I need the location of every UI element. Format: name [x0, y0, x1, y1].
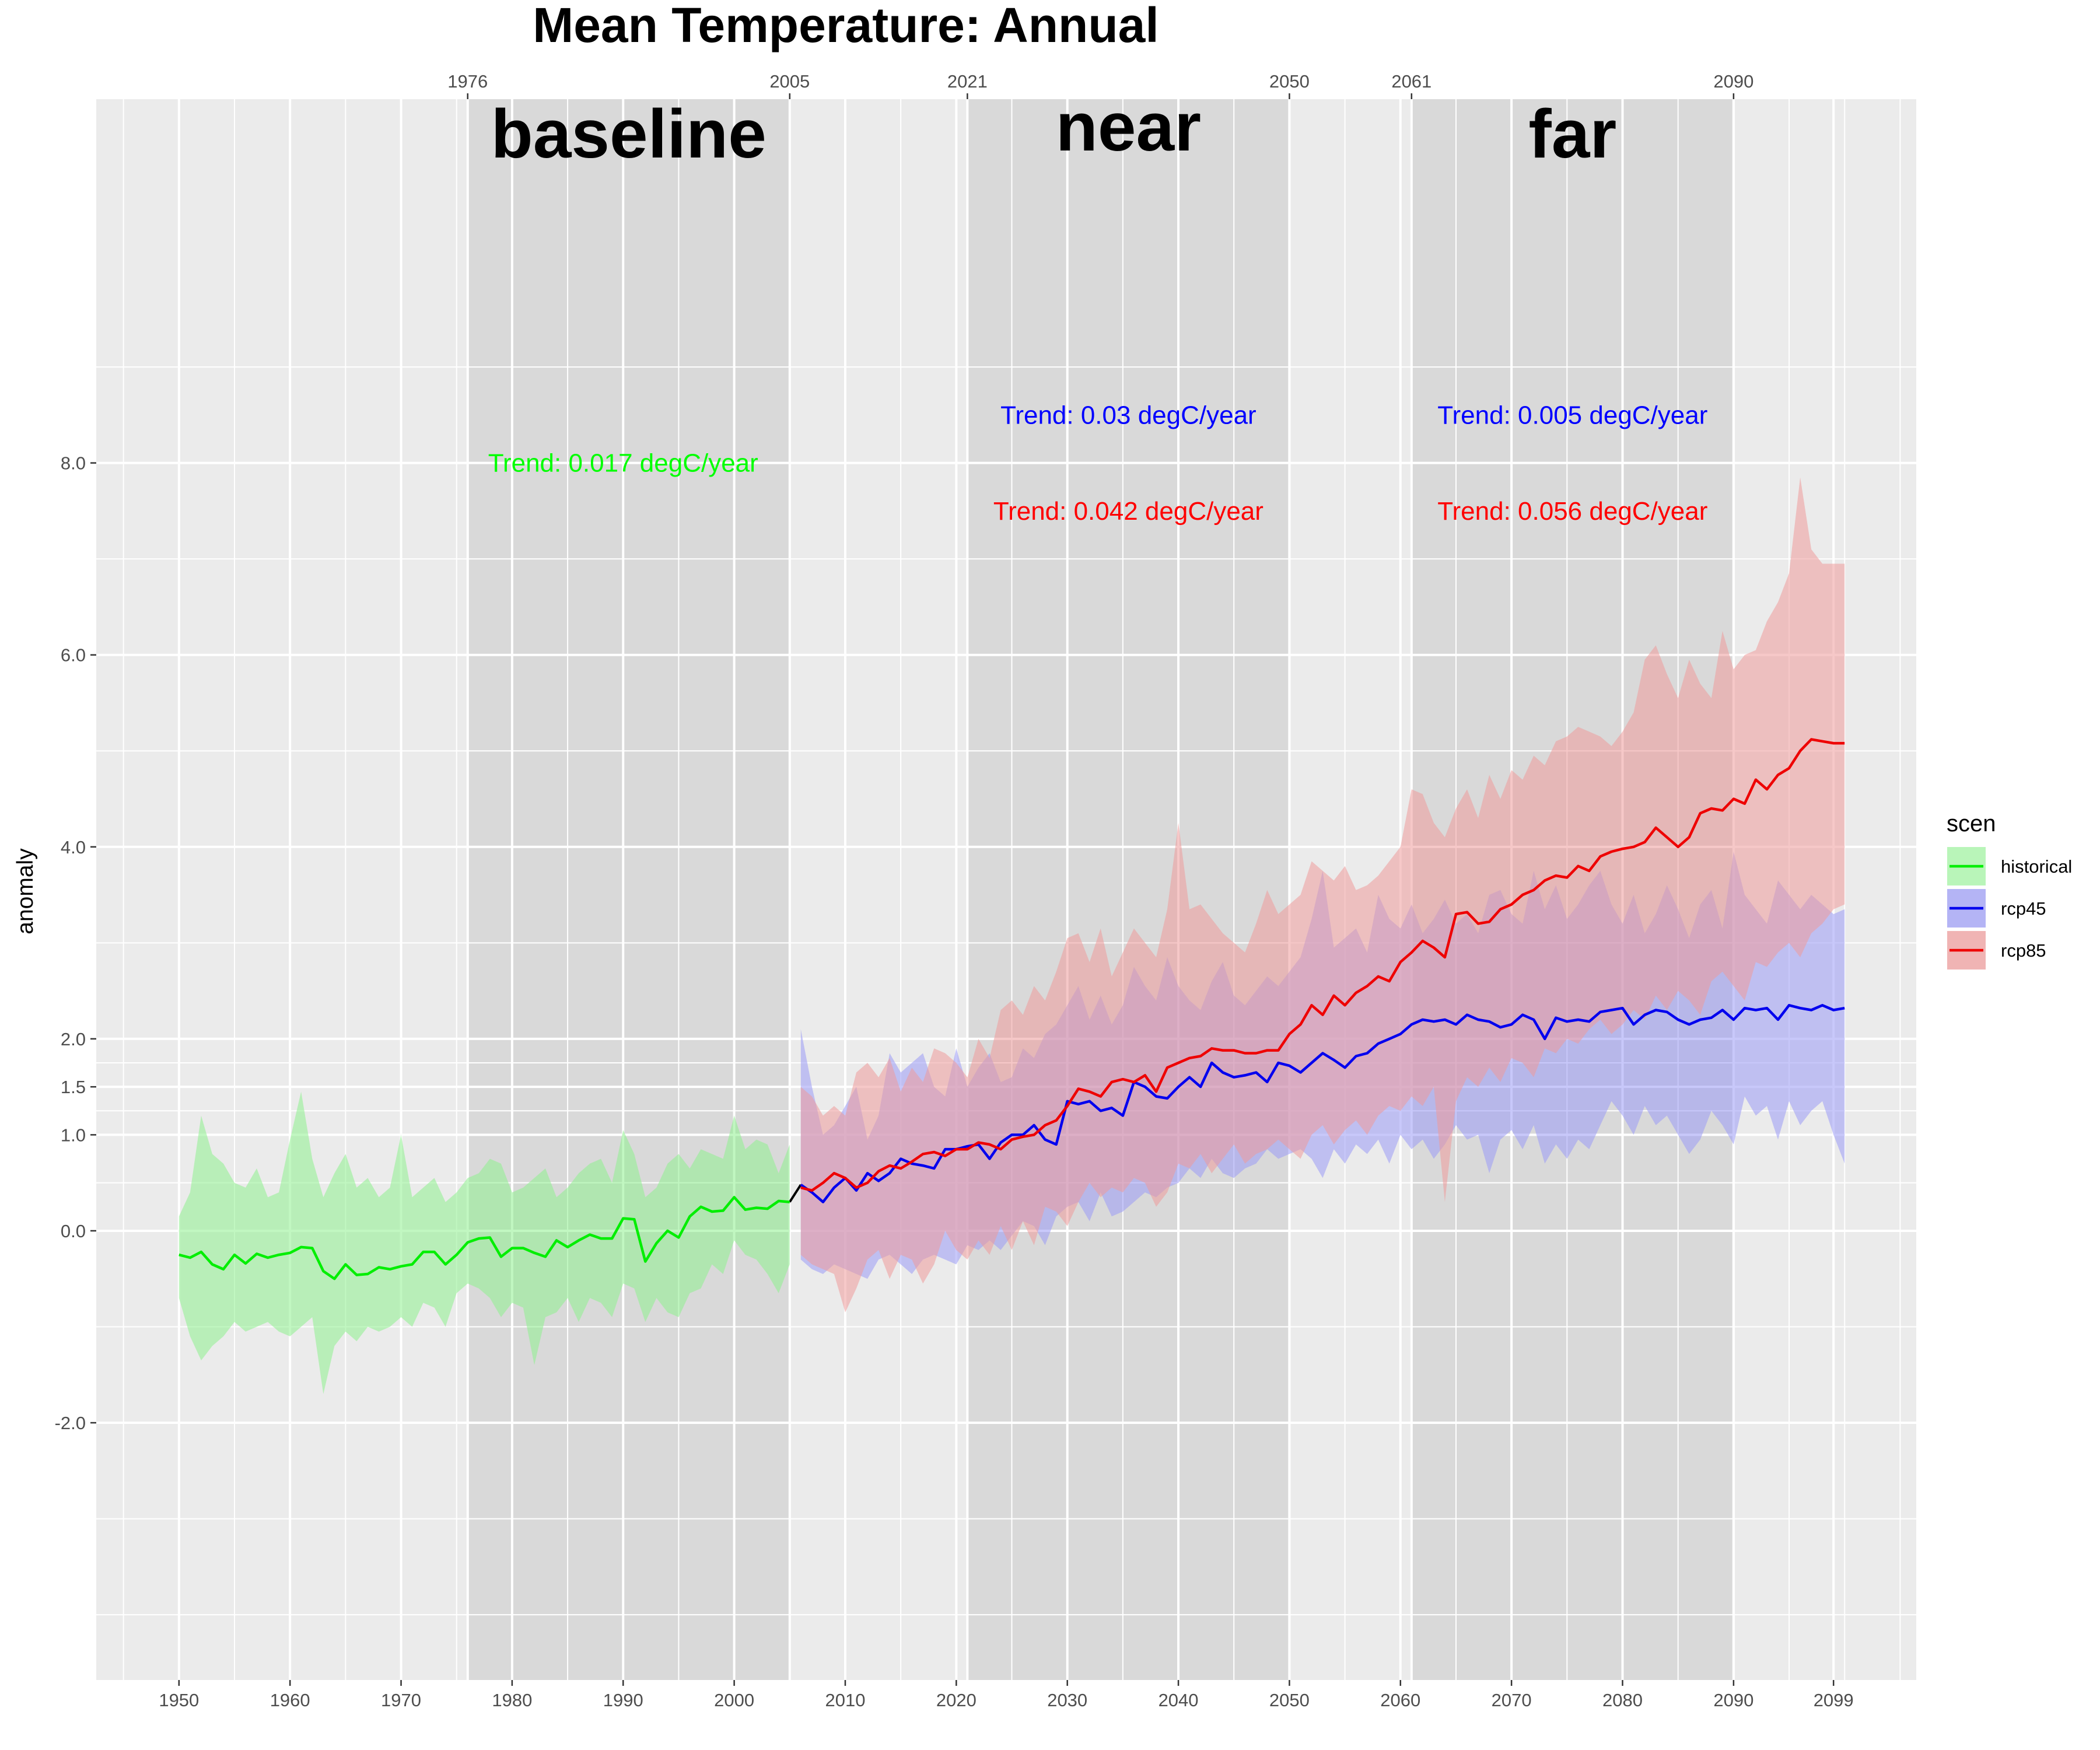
trend-annotation: Trend: 0.005 degC/year: [1437, 401, 1707, 429]
historical-band: [178, 1091, 790, 1394]
x-tick-label: 1970: [381, 1690, 421, 1710]
y-tick-label: 8.0: [61, 453, 86, 474]
x-tick-label: 2050: [1269, 1690, 1310, 1710]
top-tick-label: 2005: [769, 71, 810, 92]
chart-title: Mean Temperature: Annual: [533, 0, 1159, 52]
trend-annotations: Trend: 0.017 degC/year Trend: 0.03 degC/y…: [488, 401, 1708, 526]
x-tick-label: 2060: [1380, 1690, 1420, 1710]
x-tick-label: 2099: [1814, 1690, 1854, 1710]
x-tick-label: 2070: [1492, 1690, 1532, 1710]
x-tick-label: 2040: [1158, 1690, 1199, 1710]
period-labels: baseline near far: [491, 89, 1617, 173]
x-tick-label: 1990: [603, 1690, 643, 1710]
y-tick-label: 1.5: [61, 1077, 86, 1097]
trend-annotation: Trend: 0.017 degC/year: [488, 449, 758, 478]
period-label-far: far: [1528, 96, 1616, 173]
top-tick-label: 2021: [947, 71, 988, 92]
x-tick-label: 2020: [936, 1690, 977, 1710]
x-tick-label: 2030: [1047, 1690, 1087, 1710]
top-tick-label: 2090: [1713, 71, 1754, 92]
y-tick-label: -2.0: [55, 1413, 86, 1433]
x-tick-label: 2000: [714, 1690, 754, 1710]
x-tick-label: 1950: [159, 1690, 199, 1710]
y-tick-label: 4.0: [61, 837, 86, 858]
x-tick-label: 2080: [1602, 1690, 1643, 1710]
y-tick-label: 6.0: [61, 645, 86, 666]
legend-label-rcp85: rcp85: [2001, 940, 2046, 961]
y-tick-label: 0.0: [61, 1221, 86, 1241]
x-tick-label: 2090: [1713, 1690, 1754, 1710]
series-lines: [178, 738, 1845, 1280]
top-tick-label: 2050: [1269, 71, 1310, 92]
series-connector: [789, 1184, 802, 1203]
period-label-baseline: baseline: [491, 96, 766, 173]
rcp85-band: [800, 477, 1845, 1312]
legend-label-rcp45: rcp45: [2001, 898, 2046, 919]
x-tick-label: 1960: [270, 1690, 310, 1710]
trend-annotation: Trend: 0.03 degC/year: [1000, 401, 1256, 429]
x-tick-label: 1980: [492, 1690, 532, 1710]
top-tick-label: 2061: [1391, 71, 1432, 92]
top-tick-label: 1976: [447, 71, 488, 92]
period-shading-layer: [467, 99, 1734, 1680]
y-axis-label: anomaly: [13, 848, 38, 935]
trend-annotation: Trend: 0.042 degC/year: [993, 497, 1264, 526]
y-tick-label: 2.0: [61, 1029, 86, 1049]
legend-title: scen: [1947, 811, 1996, 836]
historical-line: [178, 1196, 790, 1280]
trend-annotation: Trend: 0.056 degC/year: [1437, 497, 1707, 526]
confidence-bands: [178, 477, 1845, 1394]
legend-label-historical: historical: [2001, 856, 2072, 877]
period-label-near: near: [1056, 89, 1201, 166]
axes: 1950 1960 1970 1980 1990 2000 2010 2020 2030 2040…: [55, 71, 1854, 1710]
rcp85-line: [800, 738, 1845, 1192]
x-tick-label: 2010: [825, 1690, 865, 1710]
period-band-near: [967, 99, 1290, 1680]
y-tick-label: 1.0: [61, 1125, 86, 1145]
period-band-baseline: [467, 99, 790, 1680]
